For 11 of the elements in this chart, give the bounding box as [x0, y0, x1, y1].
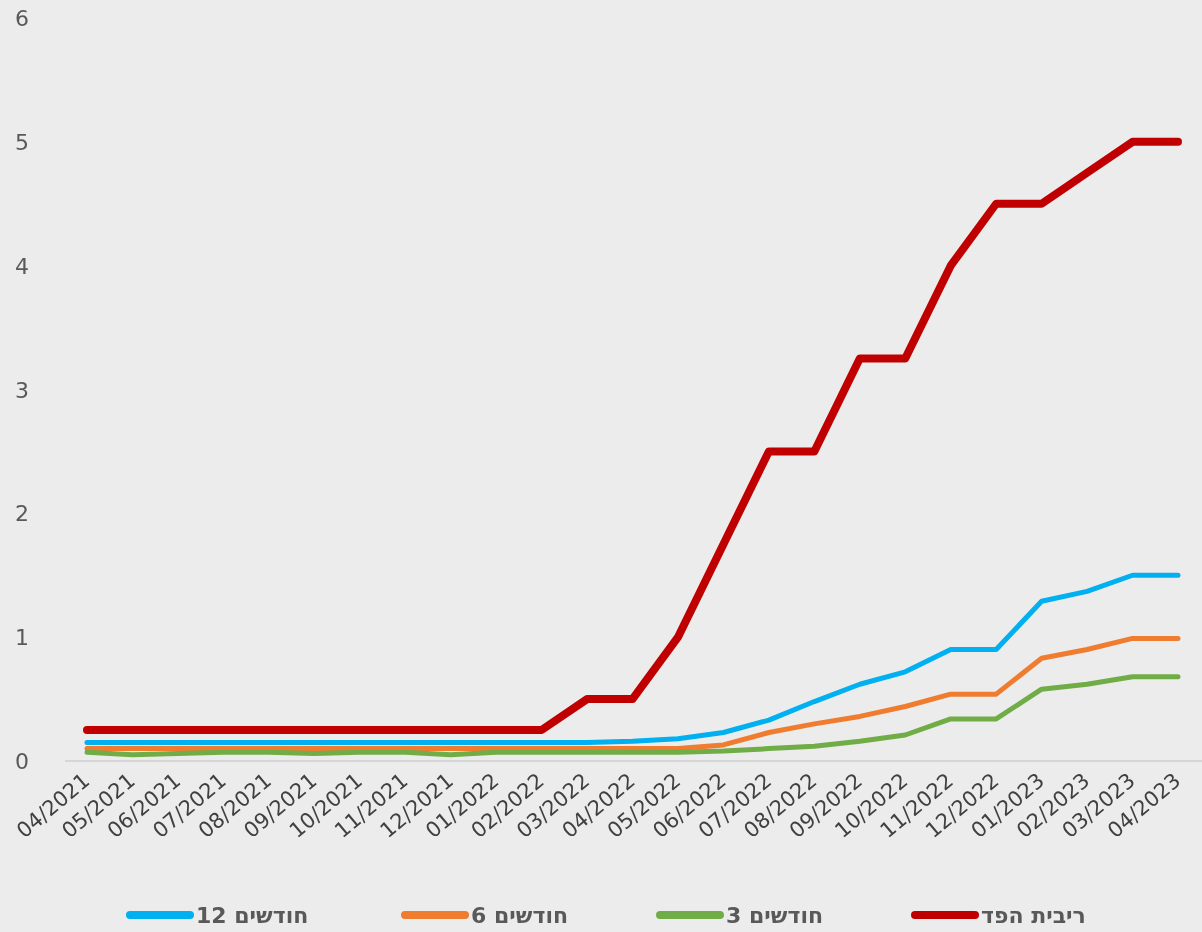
y-tick-label: 1	[15, 625, 29, 651]
legend-label: 3 חודשים	[726, 903, 824, 928]
legend-label: 6 חודשים	[471, 903, 569, 928]
y-tick-label: 3	[15, 377, 29, 403]
y-tick-label: 5	[15, 129, 29, 155]
y-tick-label: 0	[15, 749, 29, 774]
y-tick-label: 4	[15, 253, 29, 279]
legend-label: ריבית הפד	[981, 903, 1086, 928]
legend-label: 12 חודשים	[196, 903, 309, 928]
y-tick-label: 2	[15, 501, 29, 527]
y-tick-label: 6	[15, 6, 29, 31]
